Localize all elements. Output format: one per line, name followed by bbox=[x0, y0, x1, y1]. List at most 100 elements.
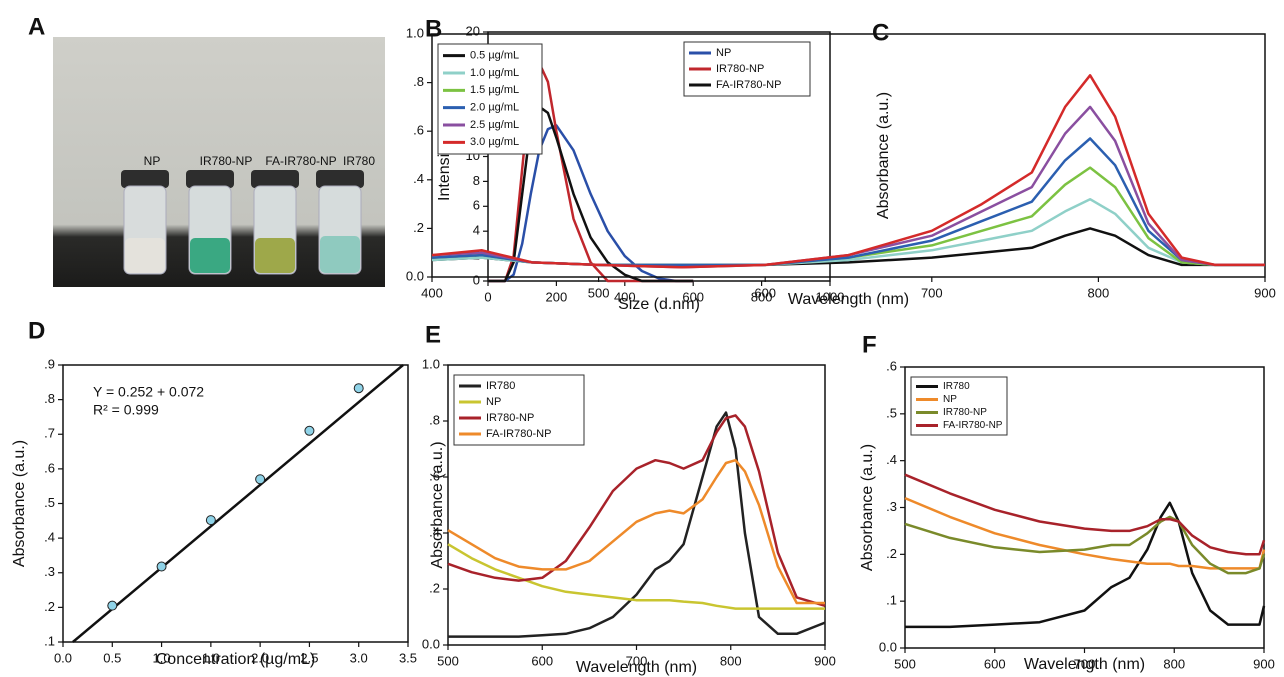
legend-label: FA-IR780-NP bbox=[943, 420, 1003, 431]
x-tick-label: 2.5 bbox=[300, 650, 318, 665]
vial-label: FA-IR780-NP bbox=[265, 154, 336, 168]
x-axis-label: Wavelength (nm) bbox=[1024, 656, 1145, 673]
y-tick-label: .5 bbox=[44, 495, 55, 510]
x-tick-label: 3.0 bbox=[350, 650, 368, 665]
x-tick-label: 700 bbox=[921, 285, 943, 300]
legend-label: FA-IR780-NP bbox=[716, 79, 781, 91]
vial bbox=[121, 170, 169, 275]
x-tick-label: 600 bbox=[531, 653, 553, 668]
x-tick-label: 900 bbox=[1253, 656, 1275, 671]
y-tick-label: .9 bbox=[44, 356, 55, 371]
x-tick-label: 900 bbox=[1254, 285, 1276, 300]
x-tick-label: 2.0 bbox=[251, 650, 269, 665]
series-line bbox=[447, 458, 825, 605]
series-line bbox=[905, 501, 1266, 629]
data-point bbox=[205, 515, 216, 526]
legend-label: 3.0 µg/mL bbox=[470, 136, 519, 148]
y-tick-label: 1.0 bbox=[422, 356, 440, 371]
vial-label: NP bbox=[144, 154, 161, 168]
panel-label: A bbox=[28, 13, 45, 40]
legend-frame bbox=[437, 43, 543, 155]
legend-label: 2.5 µg/mL bbox=[470, 119, 519, 131]
photo bbox=[53, 37, 385, 287]
x-axis-label: Wavelength (nm) bbox=[576, 659, 697, 676]
y-tick-label: .2 bbox=[413, 220, 424, 235]
legend-label: 0.5 µg/mL bbox=[470, 50, 519, 62]
x-tick-label: 400 bbox=[614, 289, 636, 304]
x-axis-label: Wavelength (nm) bbox=[788, 291, 909, 308]
legend-label: IR780 bbox=[943, 381, 970, 392]
x-tick-label: 600 bbox=[682, 289, 704, 304]
legend-label: 1.0 µg/mL bbox=[470, 67, 519, 79]
y-tick-label: .4 bbox=[429, 524, 440, 539]
y-tick-label: .6 bbox=[429, 468, 440, 483]
x-tick-label: 600 bbox=[984, 656, 1006, 671]
legend-label: IR780-NP bbox=[486, 412, 534, 424]
x-tick-label: 600 bbox=[754, 285, 776, 300]
y-tick-label: 20 bbox=[466, 23, 480, 38]
legend-label: IR780 bbox=[486, 380, 515, 392]
panel-label: E bbox=[425, 321, 441, 348]
y-tick-label: .1 bbox=[44, 633, 55, 648]
y-tick-label: 0 bbox=[473, 272, 480, 287]
legend-label: IR780-NP bbox=[943, 407, 987, 418]
series-line bbox=[904, 496, 1266, 570]
x-tick-label: 800 bbox=[720, 653, 742, 668]
vial bbox=[251, 170, 299, 275]
series-line bbox=[447, 543, 825, 610]
x-tick-label: 500 bbox=[588, 285, 610, 300]
y-tick-label: .2 bbox=[886, 546, 897, 561]
legend-label: 2.0 µg/mL bbox=[470, 102, 519, 114]
x-tick-label: 800 bbox=[1088, 285, 1110, 300]
data-point bbox=[353, 383, 364, 394]
plot-frame bbox=[431, 33, 1266, 278]
y-tick-label: .2 bbox=[44, 599, 55, 614]
panel-label: F bbox=[862, 331, 877, 358]
x-tick-label: 500 bbox=[437, 653, 459, 668]
x-axis-label: Concentration (µg/mL) bbox=[156, 651, 316, 668]
y-tick-label: .8 bbox=[44, 391, 55, 406]
vial-label: IR780-NP bbox=[200, 154, 253, 168]
y-tick-label: 0.0 bbox=[406, 268, 424, 283]
fit-line bbox=[72, 364, 404, 643]
y-tick-label: .6 bbox=[44, 460, 55, 475]
x-tick-label: 200 bbox=[546, 289, 568, 304]
legend-label: FA-IR780-NP bbox=[486, 428, 551, 440]
panel-label: B bbox=[425, 15, 442, 42]
vial-label: IR780 bbox=[343, 154, 375, 168]
legend-label: 1.5 µg/mL bbox=[470, 84, 519, 96]
annotation: R² = 0.999 bbox=[93, 402, 159, 418]
x-tick-label: 900 bbox=[814, 653, 836, 668]
x-tick-label: 0 bbox=[484, 289, 491, 304]
panel-label: C bbox=[872, 19, 889, 46]
y-tick-label: 0.0 bbox=[879, 639, 897, 654]
y-tick-label: .6 bbox=[886, 358, 897, 373]
y-tick-label: 4 bbox=[473, 223, 480, 238]
series-line bbox=[904, 515, 1266, 575]
vial bbox=[186, 170, 234, 275]
y-tick-label: .1 bbox=[886, 593, 897, 608]
annotation: Y = 0.252 + 0.072 bbox=[93, 384, 204, 400]
data-point bbox=[107, 600, 118, 611]
y-tick-label: .6 bbox=[413, 123, 424, 138]
series-line bbox=[448, 411, 826, 638]
y-tick-label: .5 bbox=[886, 405, 897, 420]
y-axis-label: Absorbance (a.u.) bbox=[875, 92, 892, 219]
x-tick-label: 0.5 bbox=[103, 650, 121, 665]
series-line bbox=[488, 105, 694, 283]
x-tick-label: 800 bbox=[1163, 656, 1185, 671]
y-tick-label: .3 bbox=[886, 499, 897, 514]
x-tick-label: 1.0 bbox=[202, 650, 220, 665]
y-axis-label: Absorbance (a.u.) bbox=[11, 440, 28, 567]
x-tick-label: 700 bbox=[626, 653, 648, 668]
x-tick-label: 400 bbox=[421, 285, 443, 300]
y-tick-label: .8 bbox=[429, 412, 440, 427]
series-line bbox=[431, 74, 1265, 269]
y-axis-label: Absorbance (a.u.) bbox=[429, 441, 446, 568]
y-tick-label: .4 bbox=[44, 530, 55, 545]
panel-label: D bbox=[28, 317, 45, 344]
legend-label: IR780-NP bbox=[716, 63, 764, 75]
x-tick-label: 700 bbox=[1074, 656, 1096, 671]
